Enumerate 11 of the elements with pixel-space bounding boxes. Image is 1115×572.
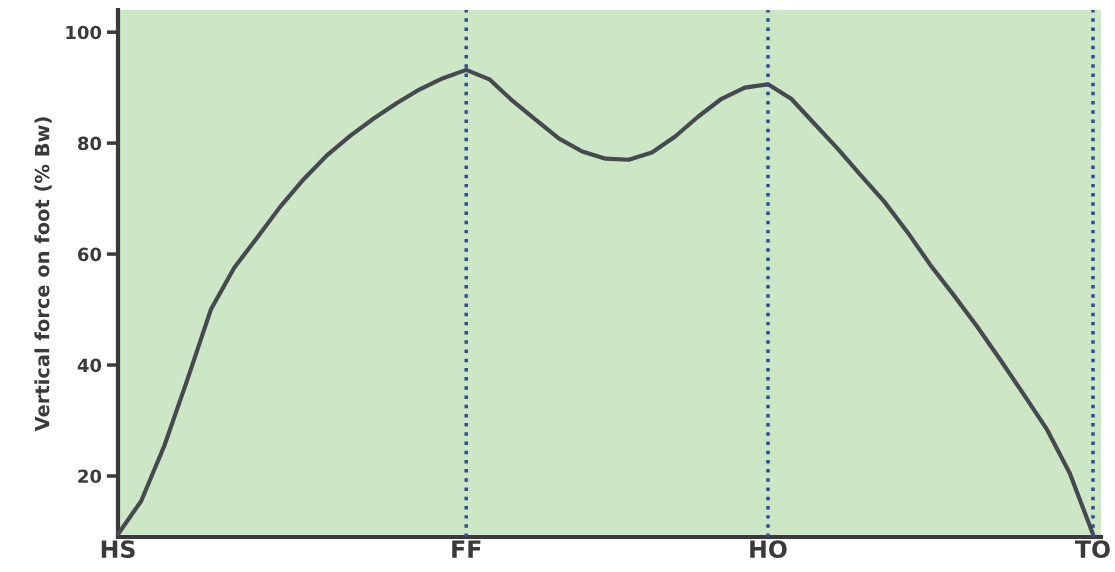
y-tick-label: 80	[78, 136, 102, 151]
y-axis-title: Vertical force on foot (% Bw)	[34, 117, 52, 432]
line-series	[115, 67, 1096, 537]
y-tick-label: 60	[78, 247, 102, 262]
y-tick-label: 40	[77, 358, 102, 373]
y-tick-label: 20	[78, 469, 102, 484]
x-tick-label: HS	[101, 540, 135, 559]
x-tick-label: FF	[452, 540, 481, 558]
y-tick-label: 100	[66, 25, 102, 40]
x-tick-label: HO	[750, 540, 787, 559]
x-tick-label: TO	[1075, 540, 1110, 559]
